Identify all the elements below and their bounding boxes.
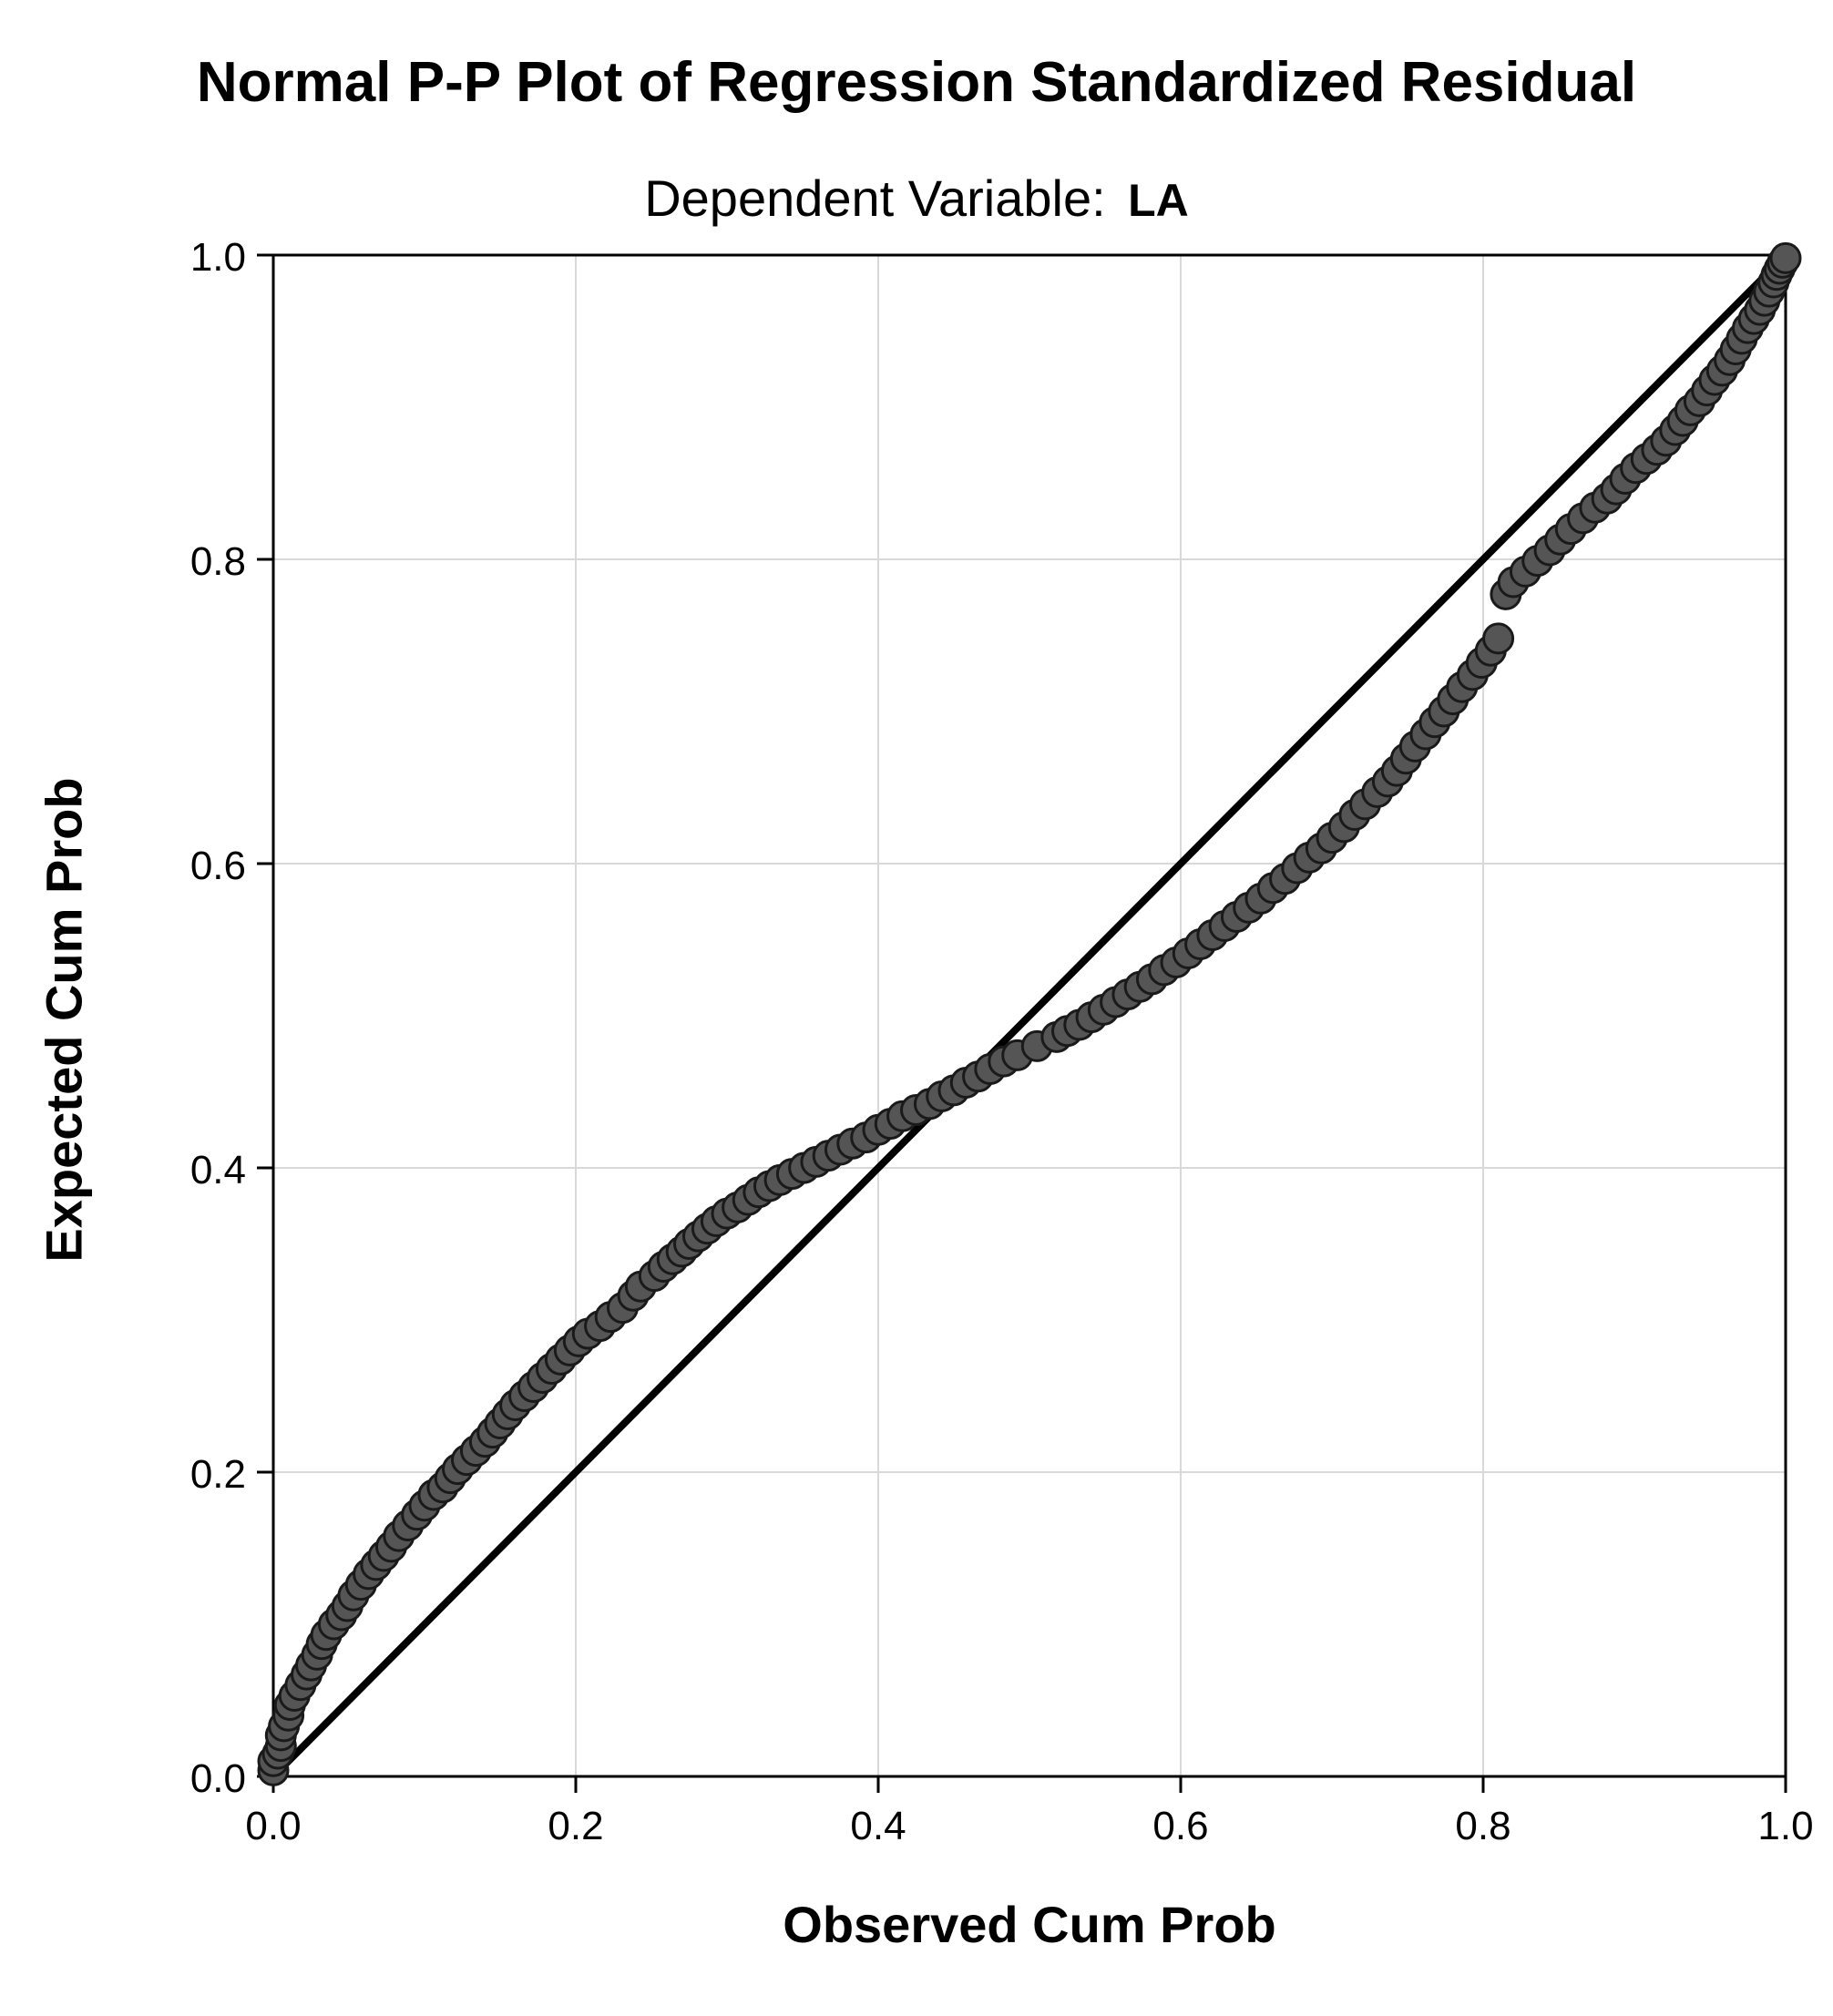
chart-subtitle: Dependent Variable: LA	[0, 169, 1833, 228]
x-axis-label: Observed Cum Prob	[273, 1895, 1786, 1954]
y-tick-label: 1.0	[164, 235, 246, 281]
x-tick-label: 0.6	[1144, 1804, 1217, 1849]
x-tick-label: 0.2	[539, 1804, 612, 1849]
page: { "title": "Normal P-P Plot of Regressio…	[0, 0, 1833, 2016]
x-tick-label: 0.4	[842, 1804, 915, 1849]
y-tick-label: 0.4	[164, 1148, 246, 1193]
y-tick-label: 0.8	[164, 539, 246, 585]
pp-plot	[273, 255, 1786, 1776]
plot-svg	[273, 255, 1786, 1776]
y-axis-label: Expected Cum Prob	[35, 260, 94, 1781]
y-tick-label: 0.6	[164, 844, 246, 889]
y-tick-label: 0.2	[164, 1452, 246, 1498]
subtitle-label: Dependent Variable:	[644, 169, 1105, 228]
chart-title: Normal P-P Plot of Regression Standardiz…	[0, 50, 1833, 115]
x-tick-label: 0.0	[237, 1804, 310, 1849]
y-tick-label: 0.0	[164, 1756, 246, 1802]
x-tick-label: 1.0	[1749, 1804, 1822, 1849]
x-tick-label: 0.8	[1447, 1804, 1520, 1849]
subtitle-value: LA	[1128, 174, 1189, 227]
